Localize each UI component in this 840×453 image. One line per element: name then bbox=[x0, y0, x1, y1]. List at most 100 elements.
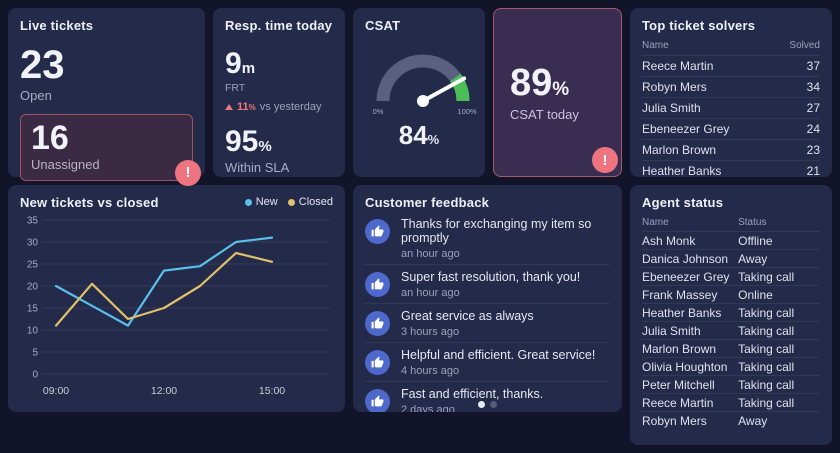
cell-name: Marlon Brown bbox=[642, 142, 717, 157]
feedback-text: Super fast resolution, thank you! bbox=[401, 270, 581, 284]
cell-value: 37 bbox=[806, 58, 820, 73]
cell-name: Robyn Mers bbox=[642, 79, 707, 94]
svg-text:35: 35 bbox=[27, 216, 39, 227]
feedback-item: Helpful and efficient. Great service! 4 h… bbox=[365, 342, 610, 381]
cell-name: Julia Smith bbox=[642, 323, 701, 338]
thumb-up-icon bbox=[365, 311, 390, 336]
cell-name: Ebeneezer Grey bbox=[642, 269, 730, 284]
frt-delta: 11% vs yesterday bbox=[225, 101, 333, 113]
feedback-item: Fast and efficient, thanks. 2 days ago bbox=[365, 381, 610, 412]
svg-text:30: 30 bbox=[27, 238, 39, 249]
table-row: Robyn Mers Away bbox=[642, 411, 820, 429]
cell-name: Reece Martin bbox=[642, 395, 714, 410]
feedback-list: Thanks for exchanging my item so promptl… bbox=[365, 212, 610, 412]
csat-percent-sign: % bbox=[552, 78, 570, 100]
table-row: Robyn Mers 34 bbox=[642, 76, 820, 97]
cell-value: Taking call bbox=[738, 341, 795, 356]
response-time-card: Resp. time today 9m FRT 11% vs yesterday… bbox=[213, 8, 345, 177]
col-header: Name bbox=[642, 216, 669, 228]
live-tickets-title: Live tickets bbox=[20, 18, 94, 33]
col-header: Name bbox=[642, 40, 669, 51]
feedback-item: Super fast resolution, thank you! an hour… bbox=[365, 264, 610, 303]
pagination-dots bbox=[353, 401, 622, 408]
feedback-time: 3 hours ago bbox=[401, 326, 460, 338]
cell-value: Taking call bbox=[738, 269, 795, 284]
legend-item-closed[interactable]: Closed bbox=[287, 196, 333, 208]
csat-gauge-card: CSAT 0% 100% 84% bbox=[353, 8, 485, 177]
sla-kpi: 95% bbox=[225, 127, 333, 157]
thumb-up-icon bbox=[365, 389, 390, 412]
col-header: Solved bbox=[789, 40, 820, 51]
delta-percent-sign: % bbox=[248, 103, 256, 112]
svg-text:15: 15 bbox=[27, 304, 39, 315]
agent-status-card: Agent status Name Status Ash Monk Offline Da… bbox=[630, 185, 832, 445]
col-header: Status bbox=[738, 216, 767, 228]
svg-text:100%: 100% bbox=[457, 107, 477, 116]
svg-text:25: 25 bbox=[27, 260, 39, 271]
feedback-time: an hour ago bbox=[401, 248, 460, 260]
top-solvers-card: Top ticket solvers Name Solved Reece Marti… bbox=[630, 8, 832, 178]
chart-legend: New Closed bbox=[244, 196, 333, 208]
pagination-dot[interactable] bbox=[490, 401, 497, 408]
customer-feedback-card: Customer feedback Thanks for exchanging … bbox=[353, 185, 622, 412]
table-row: Peter Mitchell Taking call bbox=[642, 375, 820, 393]
legend-dot-icon bbox=[287, 198, 295, 206]
table-row: Marlon Brown 23 bbox=[642, 139, 820, 160]
table-row: Ash Monk Offline bbox=[642, 231, 820, 249]
top-solvers-table: Name Solved Reece Martin 37 Robyn Mers 34 Juli… bbox=[642, 37, 820, 181]
csat-gauge-value: 84% bbox=[398, 120, 440, 150]
frt-value: 9 bbox=[225, 47, 242, 80]
feedback-item: Thanks for exchanging my item so promptl… bbox=[365, 212, 610, 264]
pagination-dot[interactable] bbox=[478, 401, 485, 408]
feedback-time: an hour ago bbox=[401, 287, 460, 299]
cell-value: 23 bbox=[806, 142, 820, 157]
svg-text:20: 20 bbox=[27, 282, 39, 293]
delta-value: 11 bbox=[237, 101, 249, 113]
thumb-up-icon bbox=[365, 272, 390, 297]
feedback-time: 4 hours ago bbox=[401, 365, 460, 377]
unassigned-value: 16 bbox=[31, 119, 69, 157]
unassigned-label: Unassigned bbox=[31, 156, 100, 172]
feedback-text: Great service as always bbox=[401, 309, 534, 323]
cell-value: 24 bbox=[806, 121, 820, 136]
open-tickets-value: 23 bbox=[20, 43, 65, 87]
gauge-percent-sign: % bbox=[427, 132, 440, 147]
table-row: Ebeneezer Grey Taking call bbox=[642, 267, 820, 285]
agent-status-table: Name Status Ash Monk Offline Danica Johnson A… bbox=[642, 214, 820, 429]
feedback-text: Fast and efficient, thanks. bbox=[401, 387, 544, 401]
feedback-title: Customer feedback bbox=[365, 195, 490, 210]
csat-gauge-title: CSAT bbox=[365, 18, 401, 33]
table-row: Reece Martin Taking call bbox=[642, 393, 820, 411]
live-tickets-card: Live tickets 23 Open 16 Unassigned ! bbox=[8, 8, 205, 186]
unassigned-tickets-box: 16 Unassigned ! bbox=[20, 114, 201, 186]
arrow-up-icon bbox=[225, 104, 233, 110]
svg-text:0%: 0% bbox=[373, 107, 384, 116]
alert-badge-icon[interactable]: ! bbox=[592, 147, 618, 173]
thumb-up-icon bbox=[365, 219, 390, 244]
alert-badge-icon[interactable]: ! bbox=[175, 159, 201, 186]
cell-name: Peter Mitchell bbox=[642, 377, 715, 392]
cell-name: Julia Smith bbox=[642, 100, 701, 115]
delta-label: vs yesterday bbox=[259, 101, 322, 113]
svg-text:10: 10 bbox=[27, 326, 39, 337]
agent-status-title: Agent status bbox=[642, 195, 724, 210]
table-row: Julia Smith 27 bbox=[642, 97, 820, 118]
cell-name: Reece Martin bbox=[642, 58, 714, 73]
csat-today-label: CSAT today bbox=[510, 106, 579, 122]
cell-name: Heather Banks bbox=[642, 163, 722, 178]
cell-value: 27 bbox=[806, 100, 820, 115]
feedback-time: 2 days ago bbox=[401, 404, 455, 412]
cell-value: Taking call bbox=[738, 377, 795, 392]
response-time-title: Resp. time today bbox=[225, 18, 333, 33]
table-row: Julia Smith Taking call bbox=[642, 321, 820, 339]
legend-item-new[interactable]: New bbox=[244, 196, 278, 208]
cell-name: Marlon Brown bbox=[642, 341, 717, 356]
cell-name: Ash Monk bbox=[642, 233, 696, 248]
bottom-row: New tickets vs closed New Closed 35 30 25 20… bbox=[8, 185, 832, 445]
cell-value: Taking call bbox=[738, 395, 795, 410]
top-solvers-title: Top ticket solvers bbox=[642, 18, 756, 33]
feedback-text: Thanks for exchanging my item so promptl… bbox=[401, 217, 592, 245]
frt-kpi: 9m bbox=[225, 49, 333, 79]
cell-value: Taking call bbox=[738, 359, 795, 374]
table-row: Heather Banks 21 bbox=[642, 160, 820, 181]
